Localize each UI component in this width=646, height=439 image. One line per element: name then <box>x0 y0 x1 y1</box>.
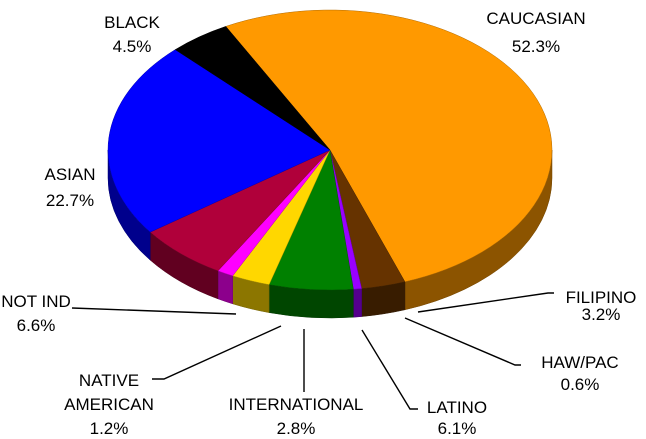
slice-label-not-ind: NOT IND <box>1 292 71 311</box>
slice-value-black: 4.5% <box>113 37 152 56</box>
leader-line-latino <box>361 329 418 410</box>
slice-label-latino: LATINO <box>427 398 487 417</box>
slice-value-asian: 22.7% <box>46 191 94 210</box>
slice-value-not-ind: 6.6% <box>17 316 56 335</box>
leader-line-filipino <box>417 292 554 313</box>
slice-label-asian: ASIAN <box>44 165 95 184</box>
pie-side-native-american <box>217 270 233 305</box>
pie-side-haw-pac <box>353 288 362 318</box>
pie-slice-black <box>174 26 331 151</box>
slice-value-filipino: 3.2% <box>582 305 621 324</box>
slice-label-international: INTERNATIONAL <box>229 395 364 414</box>
leader-lines <box>71 292 554 410</box>
slice-value-international: 2.8% <box>277 419 316 438</box>
slice-label-caucasian: CAUCASIAN <box>486 9 585 28</box>
slice-label-native-american: AMERICAN <box>64 395 154 414</box>
slice-value-native-american: 1.2% <box>90 419 129 438</box>
pie-slice-caucasian <box>225 9 553 283</box>
slice-label-native-american: NATIVE <box>79 371 139 390</box>
pie-sides <box>107 149 553 319</box>
slice-label-filipino: FILIPINO <box>566 288 637 307</box>
slice-value-caucasian: 52.3% <box>512 37 560 56</box>
slice-value-latino: 6.1% <box>438 419 477 438</box>
pie-slice-asian <box>107 49 331 233</box>
leader-line-not-ind <box>71 307 237 315</box>
slice-value-haw-pac: 0.6% <box>561 375 600 394</box>
slice-label-black: BLACK <box>104 13 160 32</box>
leader-line-native-american <box>152 325 282 380</box>
leader-line-haw-pac <box>404 317 521 366</box>
slice-label-haw-pac: HAW/PAC <box>541 353 618 372</box>
pie-slices <box>107 9 553 291</box>
